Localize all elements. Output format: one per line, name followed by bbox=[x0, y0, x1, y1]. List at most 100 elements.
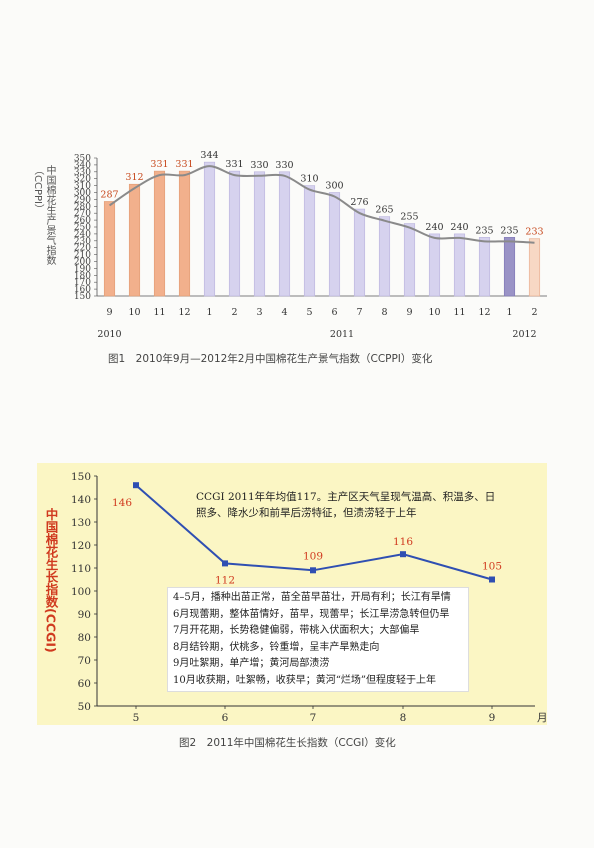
fig1-bar-value-label: 276 bbox=[350, 197, 368, 208]
fig1-bar bbox=[378, 216, 391, 297]
fig1-bar bbox=[278, 171, 291, 297]
fig1-bar bbox=[428, 233, 441, 297]
fig1-bar bbox=[328, 192, 341, 297]
fig2-note-line: 9月吐絮期，单产增；黄河局部渍涝 bbox=[173, 658, 330, 669]
fig2-note-line: 7月开花期，长势稳健偏弱，带桃入伏面积大；大部偏旱 bbox=[173, 625, 420, 636]
fig1-bar-value-label: 312 bbox=[125, 172, 143, 183]
fig1-y-tick-label: 270 bbox=[74, 209, 91, 219]
fig2-note-line: 4–5月，播种出苗正常，苗全苗早苗壮，开局有利；长江有旱情 bbox=[173, 592, 451, 603]
fig2-notes-box: 4–5月，播种出苗正常，苗全苗早苗壮，开局有利；长江有旱情 6月现蕾期，整体苗情… bbox=[167, 587, 469, 692]
fig1-bar-value-label: 240 bbox=[425, 222, 443, 233]
fig1-year-label: 2011 bbox=[330, 329, 354, 340]
fig1-x-tick-label: 1 bbox=[206, 307, 212, 318]
fig2-summary-note: CCGI 2011年年均值117。主产区天气呈现气温高、积温多、日照多、降水少和… bbox=[196, 491, 496, 519]
fig1-bar bbox=[103, 201, 116, 297]
fig1-bar-value-label: 344 bbox=[200, 150, 218, 161]
fig2-x-tick-label: 9 bbox=[489, 712, 496, 724]
fig1-bar-value-label: 235 bbox=[475, 225, 493, 236]
fig1-bar-value-label: 287 bbox=[100, 189, 118, 200]
fig2-note-line: 6月现蕾期，整体苗情好，苗早，现蕾早；长江旱涝急转但仍旱 bbox=[173, 608, 450, 620]
fig1-x-tick-label: 11 bbox=[153, 307, 165, 318]
fig2-y-tick-label: 80 bbox=[78, 632, 91, 644]
fig1-y-tick-label: 280 bbox=[74, 202, 91, 212]
fig1-y-tick-label: 290 bbox=[74, 195, 91, 205]
fig1-x-tick-label: 2 bbox=[231, 307, 237, 318]
fig1-bar bbox=[228, 170, 241, 297]
fig2-data-label: 105 bbox=[482, 561, 502, 573]
fig2-x-unit-label: 月 bbox=[537, 712, 547, 724]
fig2-y-tick-label: 60 bbox=[78, 678, 91, 690]
fig2-x-tick-label: 5 bbox=[133, 712, 140, 724]
fig1-y-tick-label: 310 bbox=[74, 182, 91, 192]
fig1-bar-value-label: 330 bbox=[250, 160, 268, 171]
fig2-y-tick-label: 70 bbox=[78, 655, 91, 667]
fig2-data-label: 116 bbox=[393, 536, 413, 548]
fig1-ccppi-bar-chart: 1501601701801902002102202302402502602702… bbox=[74, 150, 547, 340]
fig1-bar bbox=[303, 185, 316, 297]
fig2-data-label: 112 bbox=[215, 574, 235, 586]
fig1-y-tick-label: 190 bbox=[74, 264, 91, 274]
fig2-y-tick-label: 50 bbox=[78, 701, 91, 713]
fig2-data-point bbox=[222, 560, 228, 567]
fig2-y-tick-label: 110 bbox=[71, 563, 91, 575]
fig1-y-tick-label: 350 bbox=[74, 154, 91, 164]
fig1-bar bbox=[403, 223, 416, 297]
fig2-ccgi-line-chart: 50 60 70 80 90 100 110 120 130 140 150 5 6 7 8 9 月 146 112… bbox=[71, 471, 547, 724]
fig1-bar bbox=[253, 171, 266, 297]
fig1-y-tick-label: 330 bbox=[74, 168, 91, 178]
fig1-bar-value-label: 240 bbox=[450, 222, 468, 233]
fig1-bar bbox=[128, 183, 141, 297]
fig1-y-tick-label: 250 bbox=[74, 223, 91, 233]
fig1-bar-value-label: 331 bbox=[175, 159, 193, 170]
fig1-bar-value-label: 233 bbox=[525, 227, 543, 238]
fig1-x-tick-label: 4 bbox=[281, 307, 287, 318]
fig2-y-tick-label: 100 bbox=[71, 586, 91, 598]
fig1-bar bbox=[453, 233, 466, 297]
fig1-x-tick-label: 1 bbox=[506, 307, 512, 318]
fig1-y-tick-label: 210 bbox=[74, 251, 91, 261]
fig1-trend-line bbox=[108, 165, 535, 244]
fig1-bar-value-label: 255 bbox=[400, 212, 418, 223]
fig1-bar-value-label: 235 bbox=[500, 225, 518, 236]
fig1-x-tick-label: 5 bbox=[306, 307, 312, 318]
fig2-data-label: 109 bbox=[303, 550, 323, 562]
fig2-note-line: 10月收获期，吐絮畅，收获早；黄河“烂场”但程度轻于上年 bbox=[173, 674, 436, 686]
fig1-x-tick-label: 12 bbox=[178, 307, 190, 318]
fig1-bar-value-label: 331 bbox=[225, 159, 243, 170]
fig1-bar-value-label: 300 bbox=[325, 181, 343, 192]
fig1-y-tick-label: 240 bbox=[74, 230, 91, 240]
fig1-bar-value-label: 265 bbox=[375, 205, 393, 216]
fig2-data-point bbox=[400, 551, 406, 558]
fig1-bar bbox=[153, 170, 166, 297]
fig2-y-tick-label: 90 bbox=[78, 609, 91, 621]
fig2-data-point bbox=[133, 482, 139, 489]
fig2-x-tick-label: 8 bbox=[400, 712, 407, 724]
fig1-y-tick-label: 320 bbox=[74, 175, 91, 185]
fig1-bar bbox=[478, 237, 491, 297]
fig2-y-tick-label: 120 bbox=[71, 540, 91, 552]
fig1-x-tick-label: 3 bbox=[256, 307, 262, 318]
fig1-y-axis-title: 中国棉花生产景气指数（CCPPI） bbox=[32, 165, 55, 265]
fig2-y-tick-label: 140 bbox=[71, 494, 91, 506]
fig2-data-point bbox=[489, 576, 495, 583]
fig1-bar-value-label: 330 bbox=[275, 160, 293, 171]
fig2-caption: 图2 2011年中国棉花生长指数（CCGI）变化 bbox=[179, 737, 396, 749]
fig2-data-label: 146 bbox=[112, 497, 132, 509]
fig2-note-line: 8月结铃期，伏桃多，铃重增，呈丰产旱熟走向 bbox=[173, 641, 380, 653]
fig1-x-tick-label: 9 bbox=[406, 307, 412, 318]
fig1-y-tick-label: 230 bbox=[74, 237, 91, 247]
fig1-year-label: 2010 bbox=[97, 329, 121, 340]
fig1-y-tick-label: 150 bbox=[74, 292, 91, 302]
fig1-caption: 图1 2010年9月—2012年2月中国棉花生产景气指数（CCPPI）变化 bbox=[108, 353, 433, 365]
fig1-y-tick-label: 170 bbox=[74, 278, 91, 288]
fig1-x-tick-label: 7 bbox=[356, 307, 362, 318]
fig1-bar-value-label: 331 bbox=[150, 159, 168, 170]
fig1-x-tick-label: 10 bbox=[428, 307, 440, 318]
fig1-bar bbox=[203, 161, 216, 297]
fig1-y-tick-label: 260 bbox=[74, 216, 91, 226]
fig2-y-tick-label: 150 bbox=[71, 471, 91, 483]
fig1-bar bbox=[353, 208, 366, 297]
fig1-y-tick-label: 220 bbox=[74, 244, 91, 254]
fig2-x-tick-label: 6 bbox=[222, 712, 229, 724]
fig1-y-tick-label: 340 bbox=[74, 161, 91, 171]
